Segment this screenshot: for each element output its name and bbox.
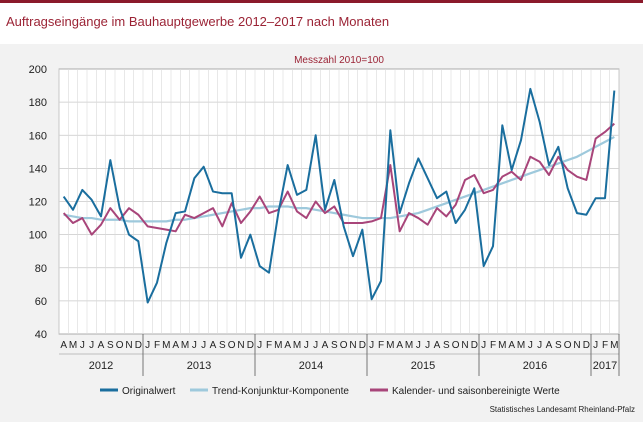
x-tick-label: M (274, 340, 282, 351)
legend-label-trend: Trend-Konjunktur-Komponente (212, 386, 349, 397)
x-tick-label: O (340, 340, 348, 351)
year-label: 2016 (523, 360, 547, 372)
x-tick-label: J (313, 340, 318, 351)
chart-subtitle: Messzahl 2010=100 (294, 55, 384, 66)
y-tick-label: 60 (35, 296, 47, 308)
x-tick-label: M (69, 340, 77, 351)
x-tick-label: F (154, 340, 160, 351)
x-tick-label: M (162, 340, 170, 351)
x-tick-label: D (247, 340, 254, 351)
legend-item-trend: Trend-Konjunktur-Komponente (190, 386, 349, 397)
x-tick-label: A (284, 340, 291, 351)
x-tick-label: M (517, 340, 525, 351)
y-tick-label: 120 (29, 197, 47, 209)
x-tick-label: O (228, 340, 236, 351)
x-tick-label: A (172, 340, 179, 351)
x-tick-label: J (369, 340, 374, 351)
year-label: 2012 (89, 360, 113, 372)
x-tick-label: O (116, 340, 124, 351)
y-tick-label: 80 (35, 263, 47, 275)
x-tick-label: J (537, 340, 542, 351)
x-tick-label: N (461, 340, 468, 351)
x-tick-label: N (237, 340, 244, 351)
y-tick-label: 40 (35, 329, 47, 341)
x-tick-label: J (80, 340, 85, 351)
series-line-original (62, 87, 616, 304)
y-tick-label: 140 (29, 163, 47, 175)
legend-item-original: Originalwert (100, 386, 176, 397)
x-tick-label: D (471, 340, 478, 351)
x-tick-label: O (452, 340, 460, 351)
x-tick-label: J (257, 340, 262, 351)
y-tick-label: 100 (29, 230, 47, 242)
x-tick-label: M (386, 340, 394, 351)
x-tick-label: M (405, 340, 413, 351)
x-tick-label: S (443, 340, 450, 351)
x-tick-label: N (573, 340, 580, 351)
x-tick-label: F (266, 340, 272, 351)
chart-title: Auftragseingänge im Bauhauptgewerbe 2012… (6, 14, 390, 29)
x-tick-label: J (416, 340, 421, 351)
x-tick-label: M (610, 340, 618, 351)
x-tick-label: J (304, 340, 309, 351)
x-tick-label: A (508, 340, 515, 351)
x-tick-label: A (434, 340, 441, 351)
x-tick-label: O (564, 340, 572, 351)
top-accent-bar (0, 0, 643, 3)
source-note: Statistisches Landesamt Rheinland-Pfalz (489, 405, 635, 414)
x-tick-label: A (546, 340, 553, 351)
x-tick-label: A (60, 340, 67, 351)
x-tick-label: N (125, 340, 132, 351)
y-tick-label: 160 (29, 130, 47, 142)
x-tick-label: S (219, 340, 226, 351)
year-label: 2014 (299, 360, 323, 372)
legend-label-original: Originalwert (122, 386, 176, 397)
x-tick-label: M (498, 340, 506, 351)
series-line-adjusted (62, 122, 615, 236)
x-tick-label: D (583, 340, 590, 351)
x-tick-label: M (181, 340, 189, 351)
y-tick-label: 200 (29, 64, 47, 76)
x-tick-label: J (528, 340, 533, 351)
x-tick-label: D (135, 340, 142, 351)
x-tick-label: S (555, 340, 562, 351)
x-tick-label: M (293, 340, 301, 351)
x-tick-label: J (425, 340, 430, 351)
year-label: 2017 (593, 360, 617, 372)
y-tick-label: 180 (29, 97, 47, 109)
x-tick-label: S (107, 340, 114, 351)
year-label: 2013 (187, 360, 211, 372)
x-tick-label: A (396, 340, 403, 351)
x-tick-label: F (602, 340, 608, 351)
x-tick-label: D (359, 340, 366, 351)
x-tick-label: J (593, 340, 598, 351)
x-tick-label: A (98, 340, 105, 351)
x-tick-label: F (378, 340, 384, 351)
year-label: 2015 (411, 360, 435, 372)
x-tick-label: A (210, 340, 217, 351)
legend-label-adjusted: Kalender- und saisonbereinigte Werte (392, 386, 560, 397)
x-tick-label: F (490, 340, 496, 351)
x-tick-label: J (89, 340, 94, 351)
x-tick-label: S (331, 340, 338, 351)
x-tick-label: N (349, 340, 356, 351)
x-tick-label: J (145, 340, 150, 351)
x-tick-label: J (201, 340, 206, 351)
legend-item-adjusted: Kalender- und saisonbereinigte Werte (370, 386, 560, 397)
x-tick-label: J (481, 340, 486, 351)
x-tick-label: J (192, 340, 197, 351)
x-tick-label: A (322, 340, 329, 351)
